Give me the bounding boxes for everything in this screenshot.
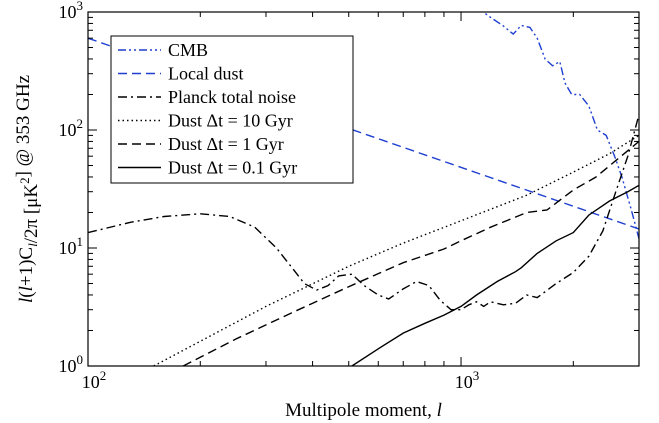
- series-line-dust-t-0-1-gyr: [351, 184, 639, 366]
- x-axis-label: Multipole moment, l: [285, 400, 442, 421]
- legend-box: [110, 35, 354, 184]
- legend-label-dust-t-10-gyr: Dust Δt = 10 Gyr: [168, 111, 293, 131]
- legend-label-local-dust: Local dust: [168, 64, 243, 84]
- legend-label-dust-t-1-gyr: Dust Δt = 1 Gyr: [168, 134, 284, 154]
- legend-label-dust-t-0-1-gyr: Dust Δt = 0.1 Gyr: [168, 158, 297, 178]
- series-curves: [88, 12, 639, 366]
- y-tick-label: 100: [59, 352, 84, 376]
- x-ticks: 102 103: [82, 12, 640, 392]
- y-tick-label: 102: [59, 116, 84, 140]
- x-tick-label: 102: [82, 368, 107, 392]
- legend-label-planck-total-noise: Planck total noise: [168, 87, 296, 107]
- series-line-dust-t-10-gyr: [153, 134, 639, 366]
- legend-label-cmb: CMB: [168, 40, 208, 60]
- x-tick-label: 103: [455, 368, 480, 392]
- y-ticks: 100 101 102 103: [59, 0, 639, 376]
- series-line-dust-t-1-gyr: [182, 140, 639, 366]
- y-axis-label: l(l+1)Cl/2π [μK2] @ 353 GHz: [13, 75, 42, 303]
- series-line-cmb: [482, 12, 639, 239]
- plot-frame: [87, 11, 640, 367]
- y-tick-label: 103: [59, 0, 84, 22]
- y-tick-label: 101: [59, 234, 84, 258]
- legend: CMB Local dust Planck total noise Dust Δt =…: [110, 35, 354, 184]
